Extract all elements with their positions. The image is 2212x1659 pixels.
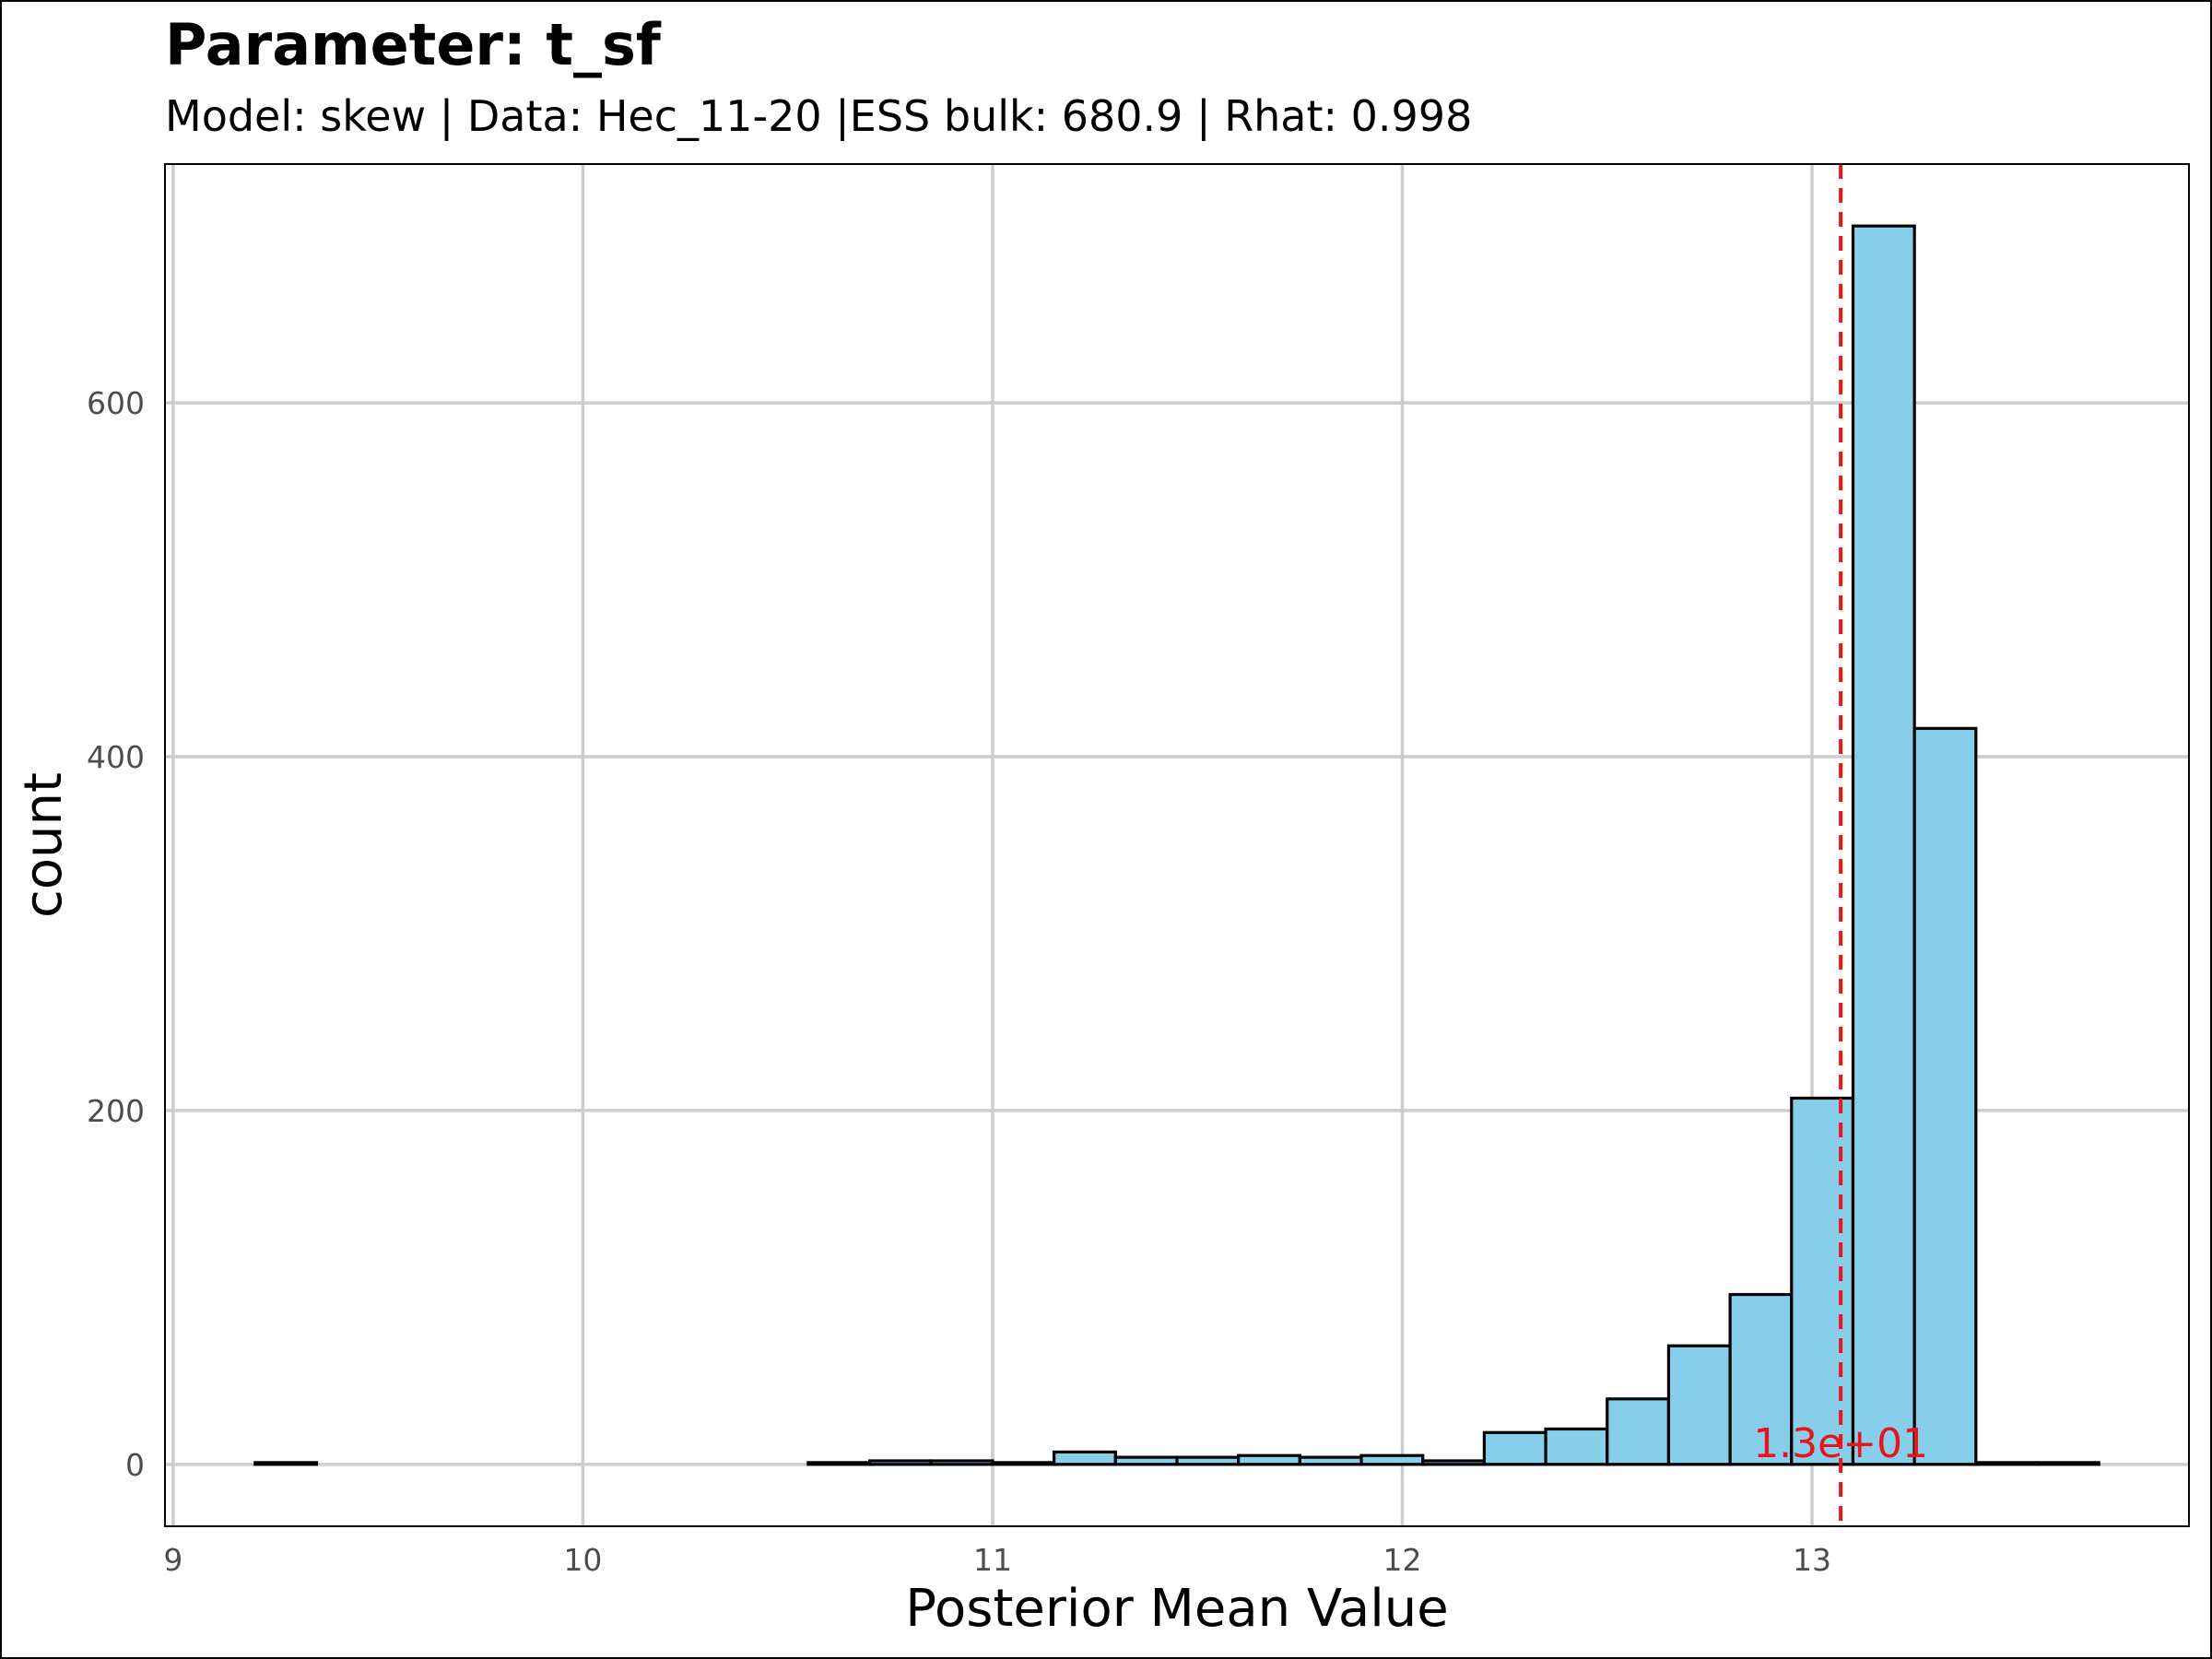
x-tick-label-10: 10 [563, 1542, 602, 1578]
chart-subtitle: Model: skew | Data: Hec_11-20 |ESS bulk:… [165, 91, 1472, 142]
histogram-bar-17 [1298, 1455, 1363, 1466]
x-tick-label-11: 11 [973, 1542, 1012, 1578]
x-tick-label-13: 13 [1793, 1542, 1831, 1578]
histogram-bar-15 [1175, 1455, 1241, 1466]
histogram-bar-24 [1728, 1292, 1794, 1466]
histogram-bar-19 [1421, 1459, 1487, 1466]
mean-reference-label: 1.3e+01 [1753, 1420, 1928, 1467]
x-axis-title: Posterior Mean Value [905, 1579, 1448, 1639]
reference-line-group: 1.3e+01 [1753, 164, 1928, 1526]
histogram-bar-25 [1790, 1096, 1855, 1466]
x-tick-label-9: 9 [163, 1542, 182, 1578]
histogram-bar-18 [1359, 1453, 1425, 1466]
chart-title: Parameter: t_sf [165, 11, 662, 78]
histogram-bar-13 [1053, 1450, 1117, 1466]
y-tick-label-0: 0 [125, 1447, 145, 1483]
histogram-bar-11 [929, 1459, 994, 1466]
plot-panel-border [164, 163, 2190, 1527]
histogram-bar-14 [1113, 1455, 1179, 1466]
histogram-bar-20 [1482, 1430, 1547, 1466]
y-tick-label-400: 400 [87, 739, 145, 775]
histogram-bar-9 [806, 1461, 872, 1466]
y-axis-title: count [14, 772, 74, 918]
y-tick-label-600: 600 [87, 385, 145, 421]
histogram-bar-26 [1851, 224, 1916, 1466]
x-tick-label-12: 12 [1382, 1542, 1421, 1578]
histogram-bars [253, 224, 2100, 1466]
histogram-bar-21 [1544, 1427, 1609, 1466]
y-tick-label-200: 200 [87, 1093, 145, 1129]
axis-tick-labels: 9 10 11 12 13 0 200 400 600 [87, 385, 1831, 1578]
histogram-bar-12 [991, 1461, 1056, 1466]
histogram-bar-23 [1666, 1344, 1732, 1466]
histogram-bar-10 [867, 1459, 933, 1466]
histogram-bar-27 [1912, 726, 1978, 1466]
histogram-bar-29 [2035, 1461, 2100, 1466]
histogram-bar-28 [1974, 1461, 2040, 1466]
histogram-bar-0 [253, 1461, 319, 1466]
histogram-bar-16 [1237, 1453, 1301, 1466]
histogram-bar-22 [1606, 1397, 1671, 1466]
